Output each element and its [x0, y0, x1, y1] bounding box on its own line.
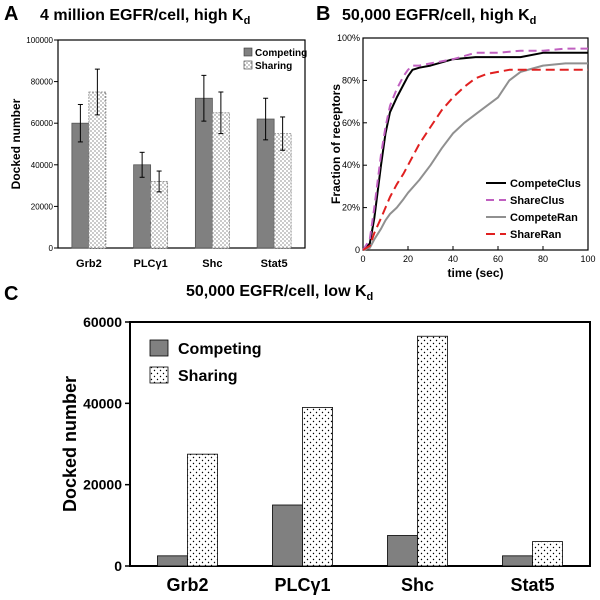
bar-sharing	[150, 181, 169, 249]
x-tick-label: Shc	[401, 575, 434, 595]
panel-c-title-sub: d	[367, 291, 374, 303]
y-axis-label: Docked number	[9, 98, 23, 189]
legend-label-sharing: Sharing	[178, 368, 238, 385]
line-competeran	[362, 62, 588, 251]
x-tick-label: PLCγ1	[274, 575, 330, 595]
legend-swatch-competing	[149, 339, 169, 357]
panel-a-letter: A	[4, 3, 18, 25]
bar-sharing	[532, 541, 563, 567]
panel-a-title-main: 4 million EGFR/cell, high K	[40, 7, 244, 24]
x-tick-label: Stat5	[510, 575, 554, 595]
line-shareclus	[362, 47, 588, 251]
bar-competing	[387, 535, 418, 567]
plot-frame	[129, 321, 591, 567]
panel-b-title-main: 50,000 EGFR/cell, high K	[342, 7, 530, 24]
bar-sharing	[417, 335, 448, 567]
y-axis-label: Docked number	[60, 376, 80, 512]
bar-competing	[502, 555, 533, 567]
legend-label-shareran: ShareRan	[510, 229, 562, 241]
x-tick-label: PLCγ1	[134, 258, 168, 270]
y-tick-label: 60000	[83, 314, 122, 330]
y-tick-label: 40000	[83, 395, 122, 411]
y-tick-label: 20%	[342, 203, 360, 213]
line-competeclus	[362, 51, 588, 251]
y-tick-label: 0	[114, 558, 122, 574]
bar-sharing	[273, 133, 292, 249]
legend-label-shareclus: ShareClus	[510, 195, 564, 207]
bar-sharing	[88, 91, 107, 249]
plot-frame	[362, 37, 589, 251]
y-tick-label: 80%	[342, 75, 360, 85]
bar-sharing	[211, 112, 230, 249]
y-tick-label: 40000	[31, 161, 54, 170]
line-shareran	[362, 68, 588, 251]
bar-sharing	[302, 406, 333, 567]
plot-frame	[57, 39, 306, 249]
panel-b-title: 50,000 EGFR/cell, high Kd	[342, 7, 536, 27]
legend-label-competeran: CompeteRan	[510, 212, 578, 224]
y-tick-label: 60%	[342, 118, 360, 128]
y-tick-label: 100%	[337, 33, 360, 43]
legend-label-competing: Competing	[255, 48, 307, 59]
panel-b-letter: B	[316, 3, 330, 25]
bar-competing	[157, 555, 188, 567]
x-tick-label: Stat5	[261, 258, 288, 270]
y-tick-label: 60000	[31, 119, 54, 128]
legend-swatch-sharing	[243, 60, 253, 70]
legend-swatch-sharing	[149, 366, 169, 384]
x-tick-label: 100	[580, 254, 595, 264]
legend-label-competing: Competing	[178, 341, 262, 358]
y-tick-label: 0	[355, 245, 360, 255]
y-tick-label: 100000	[26, 36, 53, 45]
x-tick-label: 60	[493, 254, 503, 264]
y-tick-label: 20000	[83, 477, 122, 493]
x-tick-label: 40	[448, 254, 458, 264]
panel-a-title-sub: d	[244, 15, 251, 27]
x-axis-label: time (sec)	[447, 266, 503, 280]
x-tick-label: Grb2	[166, 575, 208, 595]
x-tick-label: 20	[403, 254, 413, 264]
legend-label-sharing: Sharing	[255, 61, 292, 72]
bar-competing	[272, 504, 303, 567]
panel-b-title-sub: d	[530, 15, 537, 27]
panel-a-title: 4 million EGFR/cell, high Kd	[40, 7, 250, 27]
x-tick-label: 0	[360, 254, 365, 264]
y-tick-label: 20000	[31, 202, 54, 211]
chart-a: 0 20000 40000 60000 80000 100000 Docked number…	[9, 36, 307, 270]
chart-c: 0 20000 40000 60000 Docked number Grb2 PLCγ1 Sh…	[60, 314, 591, 595]
legend-label-competeclus: CompeteClus	[510, 178, 581, 190]
bar-sharing	[187, 453, 218, 567]
y-tick-label: 80000	[31, 78, 54, 87]
x-tick-label: 80	[538, 254, 548, 264]
panel-c-title: 50,000 EGFR/cell, low Kd	[186, 283, 373, 303]
y-axis-label: Fraction of receptors	[329, 84, 343, 204]
y-tick-label: 40%	[342, 160, 360, 170]
legend-swatch-competing	[243, 47, 253, 57]
x-tick-label: Grb2	[76, 258, 102, 270]
panel-c-letter: C	[4, 283, 18, 305]
chart-b: 0 20% 40% 60% 80% 100% 0 20 40 60 80 100 time (sec) F…	[329, 33, 596, 280]
x-tick-label: Shc	[202, 258, 222, 270]
y-tick-label: 0	[49, 244, 54, 253]
panel-c-title-main: 50,000 EGFR/cell, low K	[186, 283, 367, 300]
